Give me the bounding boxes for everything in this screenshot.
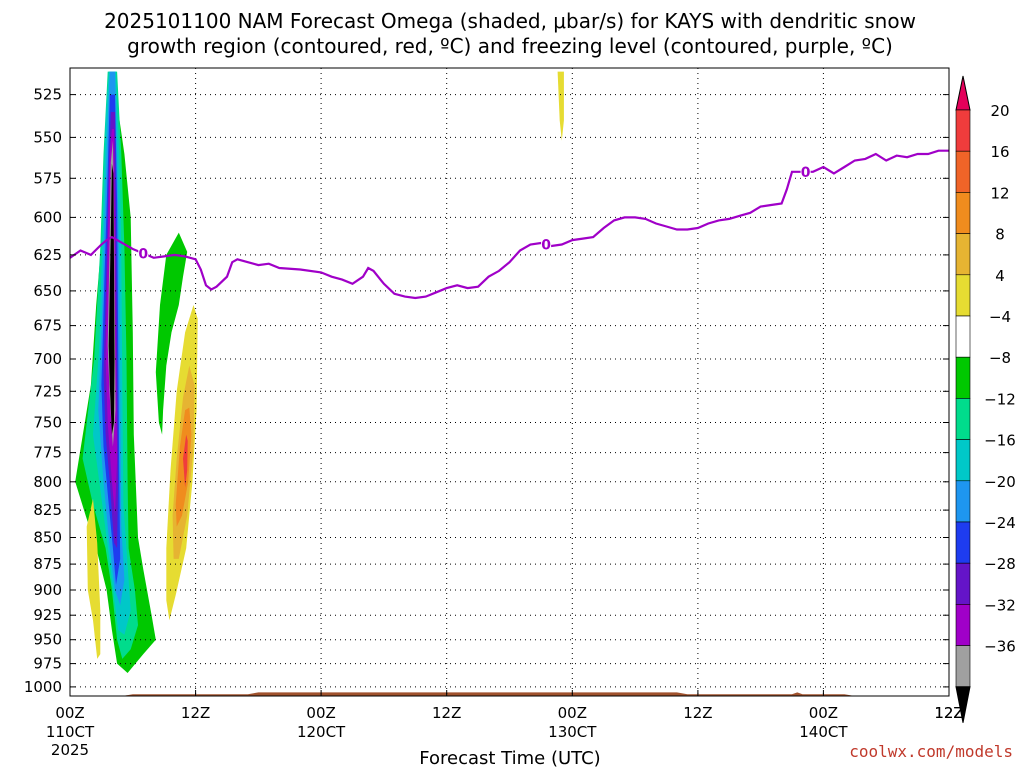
omega-region-green-band-east — [155, 232, 188, 435]
colorbar-swatch — [955, 274, 971, 317]
terrain-surface — [70, 692, 949, 696]
colorbar-tick-label: 16 — [990, 143, 1009, 161]
y-tick-label-600: 600 — [33, 208, 62, 226]
colorbar-swatch — [955, 645, 971, 688]
credit-link[interactable]: coolwx.com/models — [849, 742, 1013, 761]
colorbar-swatch — [955, 398, 971, 440]
colorbar-top-arrow — [955, 75, 971, 111]
x-tick-label-0: 00Z — [55, 704, 84, 722]
omega-region-yellow-band-west — [86, 498, 101, 659]
y-tick-label-875: 875 — [33, 555, 62, 573]
x-tick-label-60: 12Z — [683, 704, 712, 722]
contour-label-bg — [800, 163, 811, 178]
colorbar-tick-label: 20 — [990, 102, 1009, 120]
colorbar-tick-label: 4 — [995, 267, 1005, 285]
colorbar-tick-label: 12 — [990, 184, 1009, 202]
y-tick-label-775: 775 — [33, 444, 62, 462]
x-tick-date-48: 130CT — [548, 723, 597, 741]
x-tick-label-24: 00Z — [306, 704, 335, 722]
colorbar-tick-label: −12 — [984, 390, 1016, 408]
omega-region-orange-band-east — [175, 407, 192, 527]
colorbar-tick-label: −8 — [989, 349, 1011, 367]
y-tick-label-800: 800 — [33, 473, 62, 491]
omega-region-yellow-sliver-top — [557, 71, 564, 141]
colorbar: 20 16 12 8 4 −4 −8 −12 −16 −20 −24 −28 −32 −36 — [955, 75, 1016, 723]
y-tick-label-650: 650 — [33, 282, 62, 300]
colorbar-tick-label: −28 — [984, 555, 1016, 573]
chart-title-line2: growth region (contoured, red, ºC) and f… — [127, 34, 893, 58]
x-tick-label-36: 12Z — [432, 704, 461, 722]
colorbar-bottom-arrow — [955, 686, 971, 723]
x-tick-label-72: 00Z — [809, 704, 838, 722]
colorbar-tick-label: −24 — [984, 514, 1016, 532]
colorbar-swatch — [955, 604, 971, 646]
y-tick-label-825: 825 — [33, 501, 62, 519]
y-tick-label-850: 850 — [33, 529, 62, 547]
freezing-contour-label: 0 — [801, 165, 811, 181]
y-tick-label-525: 525 — [33, 86, 62, 104]
colorbar-tick-label: −36 — [984, 638, 1016, 656]
y-tick-label-700: 700 — [33, 350, 62, 368]
y-tick-label-900: 900 — [33, 581, 62, 599]
colorbar-swatch — [955, 150, 971, 193]
y-tick-label-575: 575 — [33, 169, 62, 187]
freezing-contour-label: 0 — [138, 246, 148, 262]
y-tick-label-925: 925 — [33, 606, 62, 624]
colorbar-tick-label: −4 — [989, 308, 1011, 326]
colorbar-swatch — [955, 315, 971, 358]
y-tick-label-675: 675 — [33, 317, 62, 335]
colorbar-swatch — [955, 192, 971, 234]
x-tick-label-84: 12Z — [934, 704, 963, 722]
x-axis-label: Forecast Time (UTC) — [419, 748, 600, 768]
colorbar-tick-label: 8 — [995, 226, 1005, 244]
freezing-level-line — [69, 149, 949, 300]
y-tick-label-950: 950 — [33, 631, 62, 649]
y-tick-label-550: 550 — [33, 128, 62, 146]
colorbar-swatch — [955, 109, 971, 152]
colorbar-swatch — [955, 356, 971, 399]
x-tick-label-48: 00Z — [558, 704, 587, 722]
x-tick-date-24: 120CT — [297, 723, 346, 741]
chart-title-line1: 2025101100 NAM Forecast Omega (shaded, μ… — [104, 9, 916, 33]
colorbar-tick-label: −16 — [984, 432, 1016, 450]
colorbar-swatch — [955, 480, 971, 523]
terrain-area — [70, 692, 949, 696]
y-tick-label-750: 750 — [33, 414, 62, 432]
y-tick-label-725: 725 — [33, 382, 62, 400]
colorbar-tick-label: −20 — [984, 473, 1016, 491]
grid-lines — [69, 68, 950, 696]
y-tick-label-625: 625 — [33, 246, 62, 264]
contour-label-bg — [541, 236, 552, 251]
omega-shading — [75, 71, 564, 673]
x-tick-date-72: 140CT — [799, 723, 848, 741]
y-tick-label-975: 975 — [33, 655, 62, 673]
freezing-contour-label: 0 — [541, 238, 551, 254]
x-tick-date-0: 110CT — [46, 723, 95, 741]
x-tick-label-84: 12Z — [934, 704, 963, 722]
colorbar-swatch — [955, 233, 971, 276]
plot-frame — [69, 67, 950, 697]
y-axis-ticks: 525 550 575 600 625 650 675 700 725 750 775 800 825 8… — [24, 86, 949, 696]
omega-region-black-core — [108, 163, 115, 435]
colorbar-swatch — [955, 439, 971, 482]
omega-region-red-band-east — [183, 434, 188, 488]
colorbar-tick-label: −32 — [984, 596, 1016, 614]
colorbar-swatch — [955, 562, 971, 605]
contour-label-bg — [138, 245, 149, 260]
freezing-level-contour: 0 0 0 — [69, 149, 949, 300]
colorbar-swatch — [955, 521, 971, 564]
x-tick-label-12: 12Z — [181, 704, 210, 722]
y-tick-label-1000: 1000 — [24, 678, 62, 696]
x-tick-year: 2025 — [51, 741, 89, 759]
